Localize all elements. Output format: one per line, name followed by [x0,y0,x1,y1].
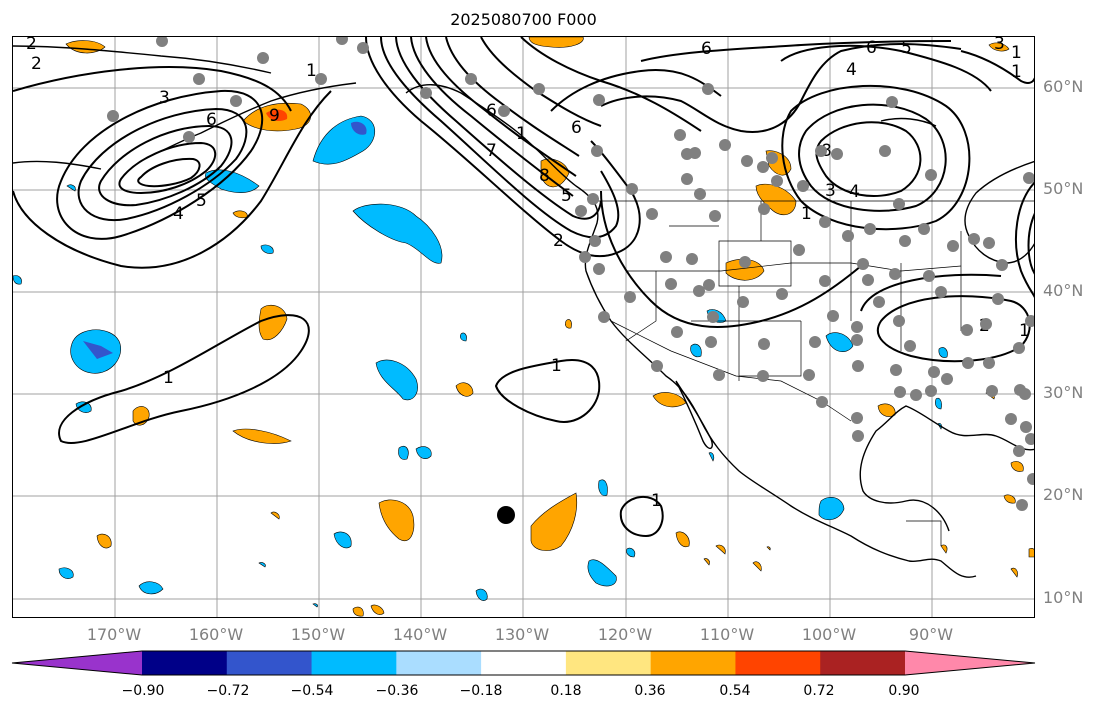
colorbar-outline [11,650,1036,676]
lon-label: 140°W [392,625,448,644]
contour-label: 7 [486,141,497,161]
contour-label: 6 [206,110,217,130]
station-dots [107,37,1034,511]
lat-label: 20°N [1043,485,1084,504]
contour-label: 4 [846,60,857,80]
lat-label: 40°N [1043,281,1084,300]
contour-label: 2 [26,37,37,54]
lat-label: 10°N [1043,588,1084,607]
contour-label-group: 2 3 6 9 1 6 6 6 5 4 1 8 3 4 2 1 1 1 6 1 … [26,37,1030,511]
lon-label: 170°W [86,625,142,644]
contour-label: 1 [1011,62,1022,82]
colorbar-segment [396,651,482,675]
colorbar-segment [735,651,821,675]
colorbar-tick-label: −0.36 [375,683,419,699]
map-canvas: 2 3 6 9 1 6 6 6 5 4 1 8 3 4 2 1 1 1 6 1 … [13,37,1034,617]
lat-label: 50°N [1043,179,1084,198]
colorbar-tick-label: 0.36 [634,683,666,699]
colorbar-tick-label: −0.90 [121,683,165,699]
lon-label: 160°W [188,625,244,644]
contour-label: 6 [866,38,877,58]
colorbar-tick-label: 0.72 [803,683,835,699]
colorbar-segment [565,651,652,675]
map-title: 2025080700 F000 [450,10,597,29]
contour-label: 4 [173,204,184,224]
contour-label: 1 [1019,321,1030,341]
contour-label: 1 [651,491,662,511]
contour-label: 3 [994,37,1005,54]
contour-label: 6 [486,101,497,121]
contour-label: 8 [539,166,550,186]
lat-label: 30°N [1043,383,1084,402]
contour-label: 1 [516,124,527,144]
contour-label: 1 [551,356,562,376]
contour-label: 1 [801,204,812,224]
contour-label: 2 [553,231,564,251]
colorbar-segment [650,651,736,675]
contour-label: 1 [1011,43,1022,63]
black-marker [497,506,515,524]
lat-label: 60°N [1043,77,1084,96]
colorbar-extend-high [905,651,1035,675]
contour-label: 4 [849,182,860,202]
lon-label: 110°W [699,625,755,644]
map-frame: 2 3 6 9 1 6 6 6 5 4 1 8 3 4 2 1 1 1 6 1 … [12,36,1035,618]
contour-label: 9 [269,106,280,126]
colorbar-segment [142,651,228,675]
colorbar-tick-label: 0.18 [550,683,582,699]
lon-label: 90°W [908,625,954,644]
lon-label: 130°W [494,625,550,644]
colorbar-tick-label: −0.18 [459,683,503,699]
contour-label: 1 [163,368,174,388]
colorbar-tick-label: 0.90 [888,683,920,699]
contour-label: 6 [571,118,582,138]
contour-label: 6 [701,39,712,59]
contour-label: 3 [825,181,836,201]
contour-label: 2 [31,54,42,74]
contour-label: 3 [159,88,170,108]
colorbar [11,650,1036,676]
colorbar-tick-label: −0.72 [206,683,250,699]
lon-label: 120°W [597,625,653,644]
lon-label: 150°W [290,625,346,644]
contour-label: 5 [196,191,207,211]
contour-label: 1 [306,61,317,81]
colorbar-extend-low [12,651,142,675]
colorbar-segment [311,651,397,675]
colorbar-tick-label: −0.54 [290,683,334,699]
negative-shading [13,115,948,608]
colorbar-segment [481,651,567,675]
lon-label: 100°W [801,625,857,644]
colorbar-segment [820,651,906,675]
colorbar-segment [226,651,313,675]
contour-label: 5 [561,186,572,206]
contour-lines [13,37,1034,538]
colorbar-tick-label: 0.54 [719,683,751,699]
contour-label: 5 [901,38,912,58]
